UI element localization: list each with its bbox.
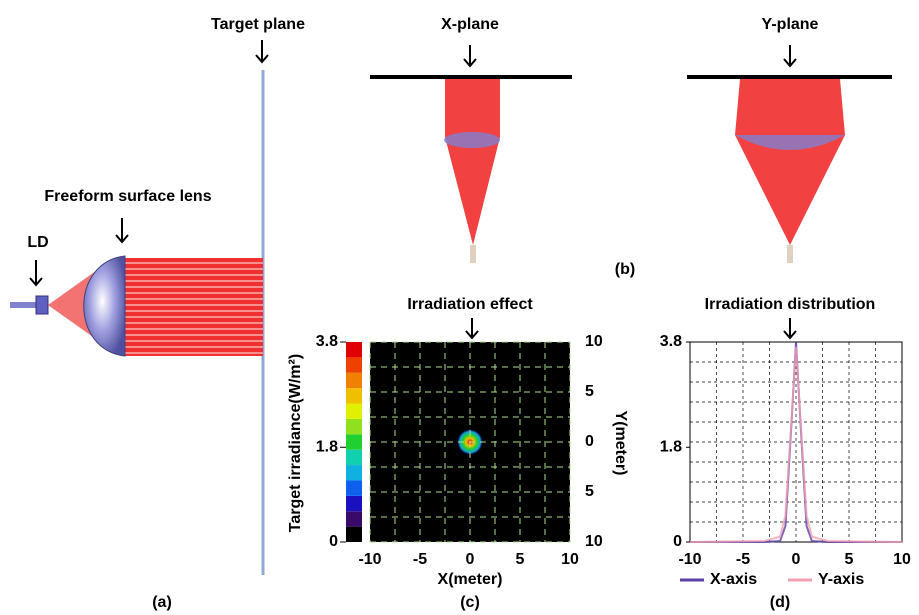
panel-label: (a) — [152, 594, 172, 611]
arrow — [115, 218, 129, 244]
x-tick-label: 10 — [893, 551, 911, 568]
arrow — [465, 318, 479, 340]
label: LD — [27, 234, 48, 251]
x-tick-label: -10 — [678, 551, 701, 568]
y-tick-label: 10 — [585, 333, 603, 350]
arrow — [29, 260, 43, 287]
ld — [35, 295, 49, 315]
series-line — [689, 347, 903, 543]
arrow — [783, 318, 797, 340]
rays — [735, 79, 845, 245]
y-tick-label: 1.8 — [660, 438, 682, 455]
colorbar-cell — [346, 388, 362, 404]
colorbar-cell — [346, 372, 362, 389]
x-tick-label: 0 — [792, 551, 801, 568]
panel-label: (c) — [460, 594, 480, 611]
colorbar-label: Target irradiance(W/m²) — [287, 354, 304, 532]
y-tick-label: 10 — [585, 533, 603, 550]
series-line — [690, 341, 902, 543]
y-tick-label: 5 — [585, 383, 594, 400]
panel-label: (d) — [770, 594, 790, 611]
x-tick-label: 5 — [845, 551, 854, 568]
colorbar-cell — [346, 418, 362, 435]
rays — [445, 79, 500, 245]
lens — [444, 132, 500, 148]
arrow — [463, 45, 477, 68]
chart-title: Irradiation distribution — [705, 296, 876, 313]
ld — [787, 245, 793, 263]
colorbar-cell — [346, 342, 362, 358]
arrow — [783, 45, 797, 68]
colorbar-cell — [346, 526, 362, 542]
x-tick-label: -5 — [413, 551, 427, 568]
colorbar-cell — [346, 434, 362, 450]
chart-title: Irradiation effect — [407, 296, 533, 313]
legend-label: Y-axis — [818, 571, 864, 588]
label: Freeform surface lens — [44, 188, 211, 205]
y-tick-label: 0 — [673, 533, 682, 550]
x-tick-label: 0 — [466, 551, 475, 568]
colorbar-tick-label: 3.8 — [316, 333, 338, 350]
colorbar-cell — [346, 495, 362, 512]
x-tick-label: 10 — [561, 551, 579, 568]
colorbar-cell — [346, 357, 362, 373]
arrow — [255, 40, 269, 64]
ld — [10, 302, 38, 308]
label: Y-plane — [762, 16, 819, 33]
label: Target plane — [211, 16, 305, 33]
colorbar-cell — [346, 511, 362, 527]
colorbar-cell — [346, 403, 362, 419]
colorbar-tick-label: 1.8 — [316, 438, 338, 455]
colorbar-cell — [346, 480, 362, 496]
beam — [125, 258, 263, 356]
x-tick-label: -10 — [358, 551, 381, 568]
x-tick-label: -5 — [736, 551, 750, 568]
label: X-plane — [441, 16, 499, 33]
colorbar-tick-label: 0 — [329, 533, 338, 550]
y-tick-label: 5 — [585, 483, 594, 500]
x-axis-label: X(meter) — [438, 571, 503, 588]
y-tick-label: 0 — [585, 433, 594, 450]
y-tick-label: 3.8 — [660, 333, 682, 350]
legend-label: X-axis — [710, 571, 757, 588]
panel-label: (b) — [615, 261, 635, 278]
colorbar-cell — [346, 465, 362, 481]
y-axis-label: Y(meter) — [612, 411, 629, 476]
lens — [83, 255, 126, 357]
colorbar-cell — [346, 449, 362, 466]
x-tick-label: 5 — [516, 551, 525, 568]
lens — [735, 135, 845, 150]
ld — [470, 245, 476, 263]
